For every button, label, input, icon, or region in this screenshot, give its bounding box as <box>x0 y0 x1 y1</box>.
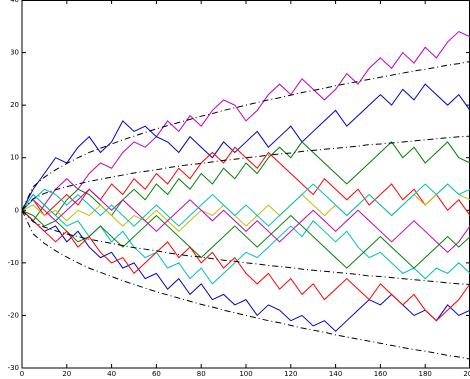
x-tick-label: 40 <box>107 370 116 378</box>
envelope-line <box>21 209 470 285</box>
x-tick-label: 80 <box>197 370 206 378</box>
walk-line <box>21 83 470 211</box>
x-tick-label: 160 <box>374 370 387 378</box>
x-tick-label: 0 <box>20 370 24 378</box>
walk-line <box>21 188 470 254</box>
envelope-line <box>21 61 470 211</box>
walk-line <box>21 183 470 227</box>
walk-line <box>21 30 470 211</box>
x-tick-label: 60 <box>152 370 161 378</box>
envelope-line <box>21 210 470 360</box>
x-tick-label: 140 <box>329 370 342 378</box>
y-tick-label: 10 <box>10 154 19 162</box>
y-tick-label: -20 <box>8 311 19 319</box>
x-tick-label: 180 <box>419 370 432 378</box>
x-tick-label: 100 <box>239 370 252 378</box>
y-tick-label: -10 <box>8 259 19 267</box>
walk-line <box>21 141 470 222</box>
x-tick-label: 200 <box>463 370 470 378</box>
x-tick-label: 20 <box>62 370 71 378</box>
envelope-line <box>21 135 470 211</box>
y-tick-label: 30 <box>10 49 19 57</box>
walk-line <box>21 209 470 269</box>
y-tick-label: -30 <box>8 364 19 372</box>
y-tick-label: 20 <box>10 101 19 109</box>
walk-line <box>21 209 470 322</box>
y-tick-label: 0 <box>15 206 19 214</box>
y-tick-label: 40 <box>10 0 19 4</box>
x-tick-label: 120 <box>284 370 297 378</box>
plot-frame <box>21 0 470 369</box>
